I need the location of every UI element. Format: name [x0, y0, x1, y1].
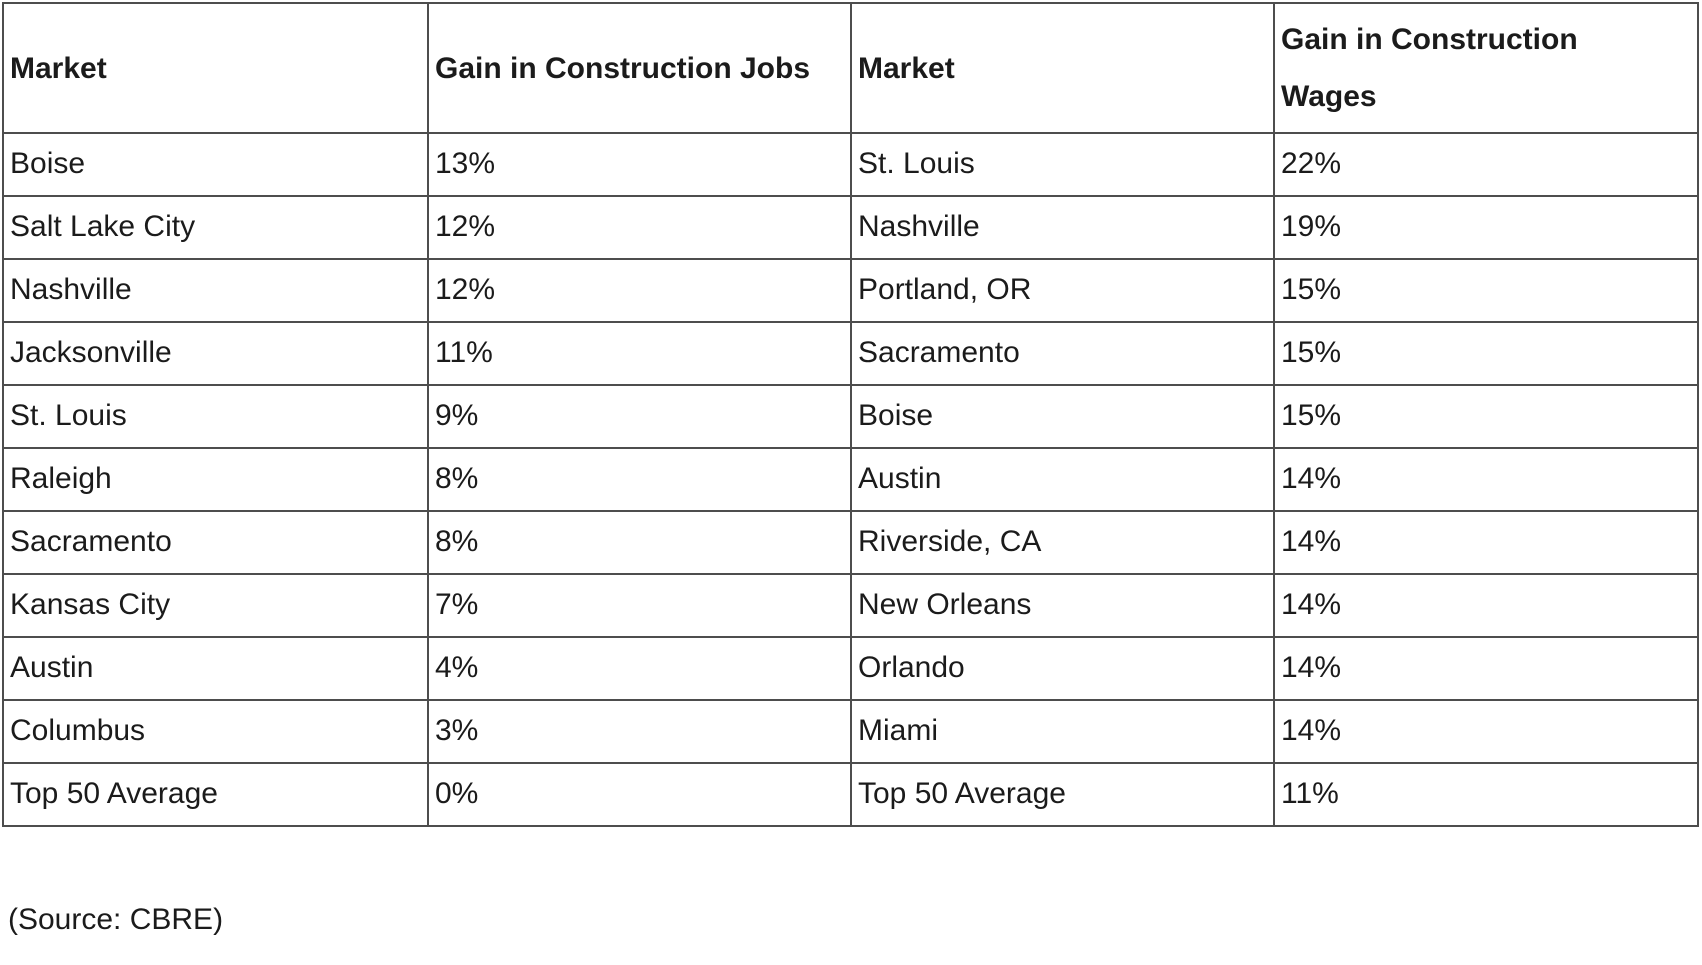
- percent-cell: 22%: [1273, 132, 1699, 197]
- percent-cell: 12%: [427, 195, 852, 260]
- percent-cell: 7%: [427, 573, 852, 638]
- market-cell: Columbus: [2, 699, 429, 764]
- market-cell: Austin: [2, 636, 429, 701]
- market-cell: Raleigh: [2, 447, 429, 512]
- table-row: Sacramento 8% Riverside, CA 14%: [2, 510, 1699, 575]
- percent-cell: 8%: [427, 447, 852, 512]
- table-row: Austin 4% Orlando 14%: [2, 636, 1699, 701]
- percent-cell: 8%: [427, 510, 852, 575]
- table-row: Columbus 3% Miami 14%: [2, 699, 1699, 764]
- market-cell: Top 50 Average: [2, 762, 429, 827]
- market-cell: Sacramento: [850, 321, 1275, 386]
- market-cell: Portland, OR: [850, 258, 1275, 323]
- market-cell: Boise: [850, 384, 1275, 449]
- market-cell: Miami: [850, 699, 1275, 764]
- percent-cell: 15%: [1273, 258, 1699, 323]
- percent-cell: 15%: [1273, 384, 1699, 449]
- table-row: Raleigh 8% Austin 14%: [2, 447, 1699, 512]
- percent-cell: 14%: [1273, 447, 1699, 512]
- percent-cell: 15%: [1273, 321, 1699, 386]
- percent-cell: 14%: [1273, 573, 1699, 638]
- market-cell: Salt Lake City: [2, 195, 429, 260]
- column-header-jobs-gain: Gain in Construction Jobs: [427, 2, 852, 134]
- market-cell: Sacramento: [2, 510, 429, 575]
- market-cell: St. Louis: [850, 132, 1275, 197]
- table-row: Jacksonville 11% Sacramento 15%: [2, 321, 1699, 386]
- market-cell: Boise: [2, 132, 429, 197]
- construction-gains-table: Market Gain in Construction Jobs Market …: [2, 2, 1699, 827]
- market-cell: Austin: [850, 447, 1275, 512]
- market-cell: Top 50 Average: [850, 762, 1275, 827]
- table-row: St. Louis 9% Boise 15%: [2, 384, 1699, 449]
- percent-cell: 19%: [1273, 195, 1699, 260]
- percent-cell: 12%: [427, 258, 852, 323]
- market-cell: Kansas City: [2, 573, 429, 638]
- market-cell: Nashville: [2, 258, 429, 323]
- source-note: (Source: CBRE): [8, 903, 224, 936]
- table-row: Salt Lake City 12% Nashville 19%: [2, 195, 1699, 260]
- column-header-market-left: Market: [2, 2, 429, 134]
- column-header-wages-gain: Gain in Construction Wages: [1273, 2, 1699, 134]
- percent-cell: 3%: [427, 699, 852, 764]
- column-header-wages-gain-label: Gain in Construction Wages: [1281, 23, 1578, 113]
- percent-cell: 0%: [427, 762, 852, 827]
- table-row: Kansas City 7% New Orleans 14%: [2, 573, 1699, 638]
- percent-cell: 4%: [427, 636, 852, 701]
- table-body: Boise 13% St. Louis 22% Salt Lake City 12% Nas…: [2, 132, 1699, 827]
- table-row: Nashville 12% Portland, OR 15%: [2, 258, 1699, 323]
- percent-cell: 14%: [1273, 636, 1699, 701]
- column-header-market-right: Market: [850, 2, 1275, 134]
- table-header-row: Market Gain in Construction Jobs Market …: [2, 2, 1699, 134]
- percent-cell: 14%: [1273, 699, 1699, 764]
- market-cell: Orlando: [850, 636, 1275, 701]
- percent-cell: 11%: [1273, 762, 1699, 827]
- percent-cell: 9%: [427, 384, 852, 449]
- table-row: Top 50 Average 0% Top 50 Average 11%: [2, 762, 1699, 827]
- market-cell: Jacksonville: [2, 321, 429, 386]
- table-row: Boise 13% St. Louis 22%: [2, 132, 1699, 197]
- percent-cell: 13%: [427, 132, 852, 197]
- percent-cell: 11%: [427, 321, 852, 386]
- market-cell: Nashville: [850, 195, 1275, 260]
- market-cell: St. Louis: [2, 384, 429, 449]
- percent-cell: 14%: [1273, 510, 1699, 575]
- market-cell: Riverside, CA: [850, 510, 1275, 575]
- market-cell: New Orleans: [850, 573, 1275, 638]
